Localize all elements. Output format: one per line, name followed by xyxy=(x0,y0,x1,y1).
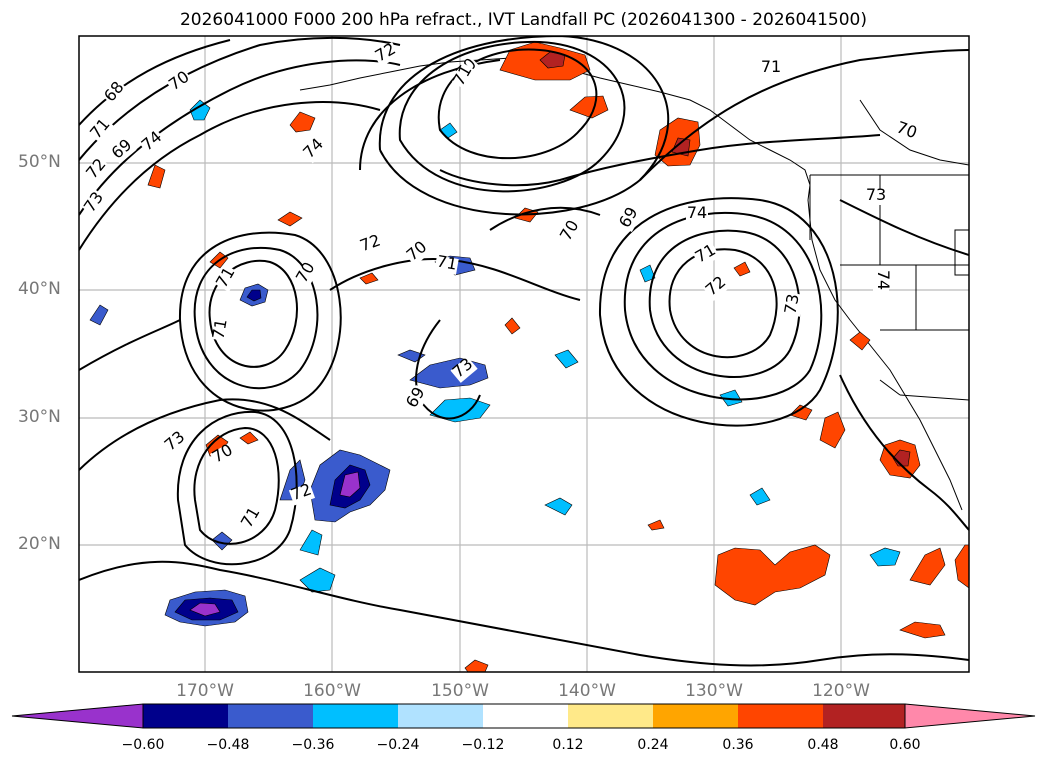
contour-label: 74 xyxy=(874,270,893,290)
colorbar-segment xyxy=(823,704,905,728)
contour-label-background xyxy=(784,292,804,317)
colorbar-tick: 0.24 xyxy=(637,737,669,753)
contour-label-background xyxy=(102,79,129,107)
contour-label-background xyxy=(873,269,889,291)
contour-label-background xyxy=(162,429,190,456)
contour-label-background xyxy=(617,204,643,233)
contour-label-background xyxy=(209,442,238,468)
lat-label-50n: 50°N xyxy=(18,152,61,172)
lon-label-150w: 150°W xyxy=(431,681,489,701)
contour-label-background xyxy=(865,189,887,205)
lon-label-160w: 160°W xyxy=(303,681,361,701)
contour-label: 71 xyxy=(435,251,458,273)
contour-label: 73 xyxy=(80,188,107,216)
map-frame xyxy=(78,35,970,673)
colorbar xyxy=(11,703,1036,729)
contour-label: 74 xyxy=(687,203,707,222)
contour-label-background xyxy=(434,255,459,275)
lat-label-20n: 20°N xyxy=(18,534,61,554)
contour-label-background xyxy=(88,116,115,144)
colorbar-extend-high xyxy=(904,703,1036,729)
contour-label: 70 xyxy=(292,259,319,286)
contour-label-background xyxy=(686,207,708,223)
colorbar-segment xyxy=(568,704,653,728)
contour-label-background xyxy=(109,137,137,164)
colorbar-segment xyxy=(653,704,738,728)
colorbar-segment xyxy=(228,704,313,728)
colorbar-tick: 0.12 xyxy=(552,737,584,753)
lat-label-40n: 40°N xyxy=(18,279,61,299)
colorbar-tick: 0.48 xyxy=(807,737,839,753)
contour-label-background xyxy=(84,156,111,184)
contour-label-background xyxy=(404,384,430,413)
colorbar-segment xyxy=(143,704,228,728)
contour-label-background xyxy=(703,274,731,301)
contour-label: 70 xyxy=(894,117,920,142)
colorbar-tick: −0.12 xyxy=(461,737,505,753)
contour-label-background xyxy=(166,69,194,96)
contour-lines xyxy=(79,36,969,667)
lon-label-130w: 130°W xyxy=(685,681,743,701)
colorbar-tick: −0.24 xyxy=(376,737,420,753)
contour-label-background xyxy=(212,317,232,342)
contour-label-background xyxy=(450,356,478,383)
colorbar-tick: −0.60 xyxy=(121,737,165,753)
colorbar-segment xyxy=(738,704,823,728)
contour-label-background xyxy=(139,129,167,156)
contour-label: 72 xyxy=(82,155,110,183)
coastlines xyxy=(299,57,969,511)
contour-label: 71 xyxy=(237,504,264,531)
contour-label-background xyxy=(451,62,477,91)
colorbar-tick: 0.60 xyxy=(889,737,921,753)
contour-label-background xyxy=(82,189,109,217)
contour-label: 71 xyxy=(761,57,781,76)
contour-label-background xyxy=(301,136,329,164)
contour-label: 73 xyxy=(866,185,886,204)
contour-label-background xyxy=(558,217,584,246)
colorbar-tick: 0.36 xyxy=(722,737,754,753)
contour-label-background xyxy=(239,504,265,533)
lon-label-140w: 140°W xyxy=(558,681,616,701)
contour-label-background xyxy=(288,482,316,506)
colorbar-segment xyxy=(313,704,398,728)
contour-label: 71 xyxy=(208,317,230,340)
colorbar-tick: −0.36 xyxy=(291,737,335,753)
contour-label-background xyxy=(760,61,782,77)
lon-label-120w: 120°W xyxy=(812,681,870,701)
contour-label: 72 xyxy=(702,272,730,300)
map-title: 2026041000 F000 200 hPa refract., IVT La… xyxy=(179,10,867,30)
contour-label: 72 xyxy=(357,230,383,255)
contour-label-background xyxy=(892,120,920,144)
positive-shading xyxy=(147,41,969,672)
contour-label: 70 xyxy=(556,217,583,244)
contour-label-background xyxy=(357,233,385,257)
contour-label: 71 xyxy=(86,115,114,143)
contour-label: 70 xyxy=(165,67,193,94)
contour-label: 71 xyxy=(692,240,719,267)
contour-label: 74 xyxy=(299,134,327,162)
map-content xyxy=(79,36,969,672)
colorbar-tick: −0.48 xyxy=(206,737,250,753)
colorbar-extend-low xyxy=(11,703,144,729)
contour-label: 69 xyxy=(108,135,136,163)
contour-label-background xyxy=(372,41,401,67)
contour-label: 73 xyxy=(161,427,189,455)
contour-label-background xyxy=(294,259,320,288)
contour-label-background xyxy=(404,239,432,266)
contour-label-background xyxy=(214,264,240,293)
gridlines xyxy=(79,36,969,672)
lat-label-30n: 30°N xyxy=(18,407,61,427)
colorbar-segment xyxy=(398,704,483,728)
lon-label-170w: 170°W xyxy=(176,681,234,701)
colorbar-segment xyxy=(483,704,568,728)
contour-label-background xyxy=(692,242,721,268)
contour-label: 73 xyxy=(780,292,802,315)
